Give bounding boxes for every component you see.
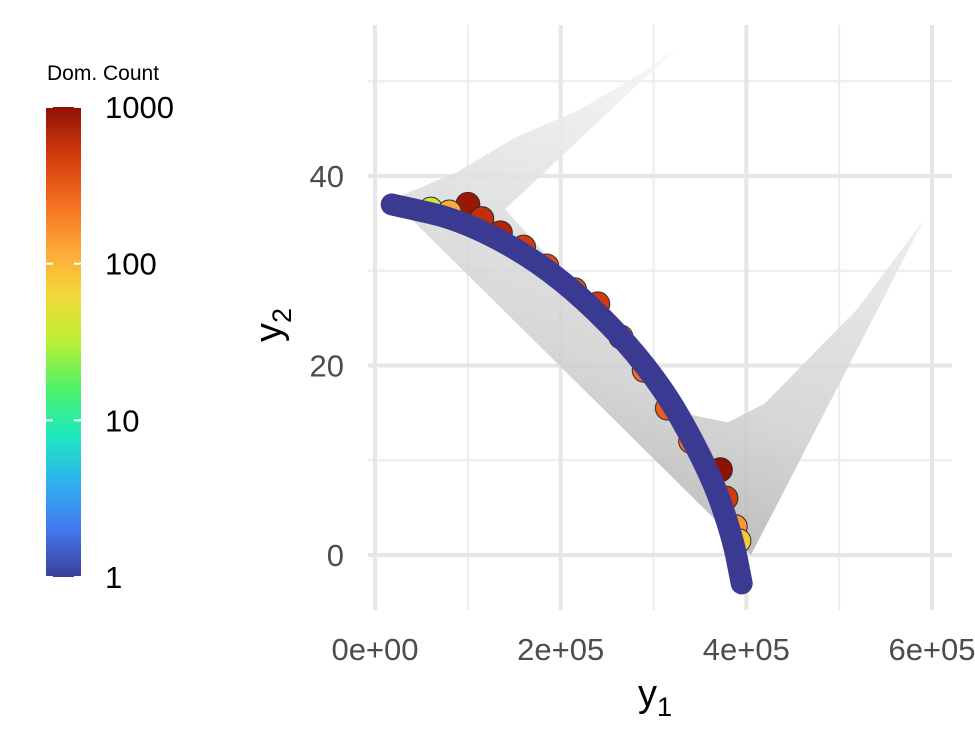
svg-text:y2: y2	[248, 308, 297, 342]
pareto-front-curve	[380, 193, 753, 595]
y-axis-title: y2	[248, 308, 297, 342]
x-tick-label: 4e+05	[703, 632, 790, 667]
legend-colorbar	[46, 107, 81, 577]
legend-tick-label: 1	[105, 560, 122, 595]
color-legend: Dom. Count 1 10 100 1000	[46, 62, 174, 595]
legend-tick-label: 100	[105, 247, 157, 282]
legend-title: Dom. Count	[47, 62, 159, 85]
x-tick-label: 0e+00	[331, 632, 418, 667]
x-tick-label: 6e+05	[888, 632, 975, 667]
x-axis-title-sub: 1	[657, 692, 672, 722]
legend-tick-label: 1000	[105, 90, 174, 125]
y-tick-label: 20	[310, 349, 344, 384]
legend-tick-label: 10	[105, 403, 139, 438]
y-axis-title-base: y	[248, 323, 290, 342]
y-tick-label: 0	[327, 538, 344, 573]
x-axis-title: y1	[638, 673, 672, 722]
y-axis-title-sub: 2	[267, 308, 297, 323]
y-tick-label: 40	[310, 159, 344, 194]
plot-area: 0e+00 2e+05 4e+05 6e+05 0 20 40	[310, 25, 975, 667]
svg-text:y1: y1	[638, 673, 672, 722]
x-axis-title-base: y	[638, 673, 657, 715]
x-tick-label: 2e+05	[517, 632, 604, 667]
dominated-region	[391, 48, 925, 555]
